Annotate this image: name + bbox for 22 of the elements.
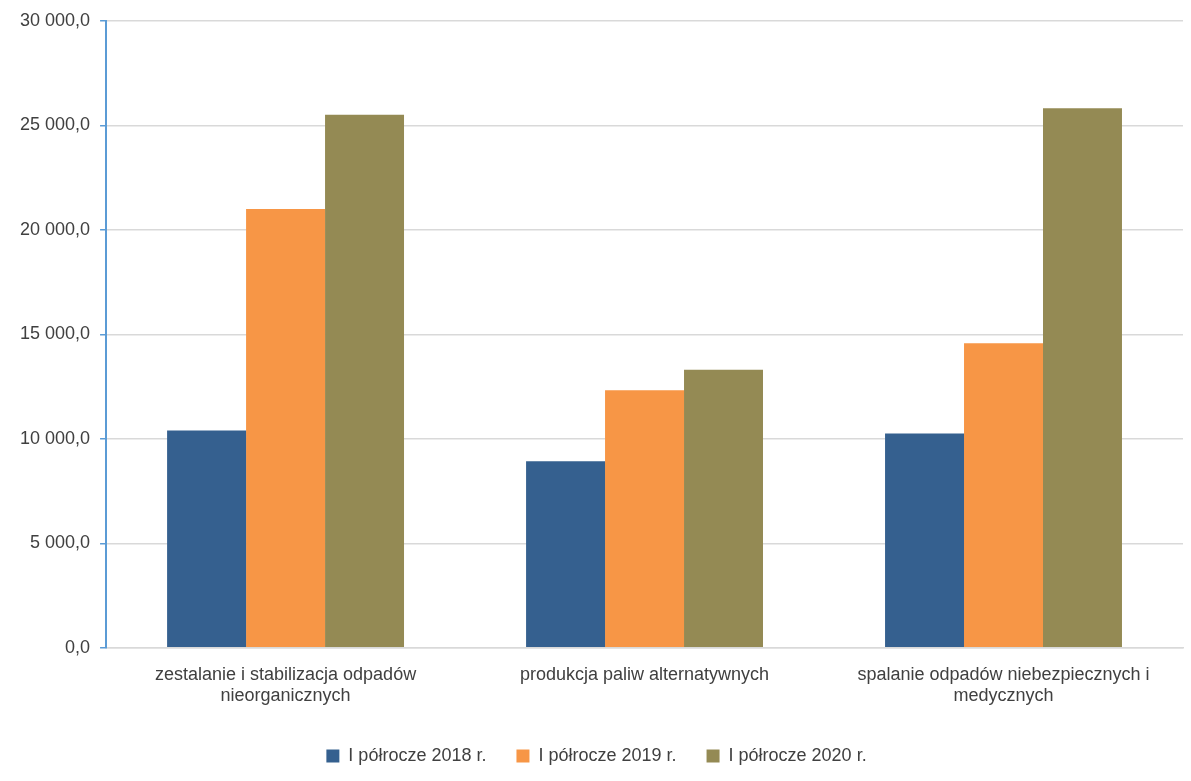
x-tick-label: produkcja paliw alternatywnych xyxy=(519,663,770,684)
bar xyxy=(964,343,1043,648)
y-tick-label: 20 000,0 xyxy=(19,218,91,239)
bar xyxy=(526,461,606,648)
bar xyxy=(885,433,965,648)
legend-label: I półrocze 2020 r. xyxy=(728,744,867,765)
bar xyxy=(684,369,763,648)
y-tick-label: 0,0 xyxy=(65,636,91,657)
y-tick-label: 5 000,0 xyxy=(30,532,91,553)
y-tick-label: 15 000,0 xyxy=(19,323,91,344)
y-tick-label: 10 000,0 xyxy=(19,427,91,448)
x-tick-label: zestalanie i stabilizacja odpadów nieorganicznych xyxy=(154,663,418,706)
y-tick-label: 30 000,0 xyxy=(19,9,91,30)
bar xyxy=(167,430,247,648)
bar xyxy=(1043,108,1122,648)
legend-label: I półrocze 2018 r. xyxy=(348,744,487,765)
legend-label: I półrocze 2019 r. xyxy=(538,744,677,765)
bar xyxy=(325,114,405,648)
x-tick-label: spalanie odpadów niebezpiecznych i medycznych xyxy=(857,663,1150,706)
bar xyxy=(246,208,326,648)
bar xyxy=(605,390,685,648)
y-tick-label: 25 000,0 xyxy=(19,114,91,135)
